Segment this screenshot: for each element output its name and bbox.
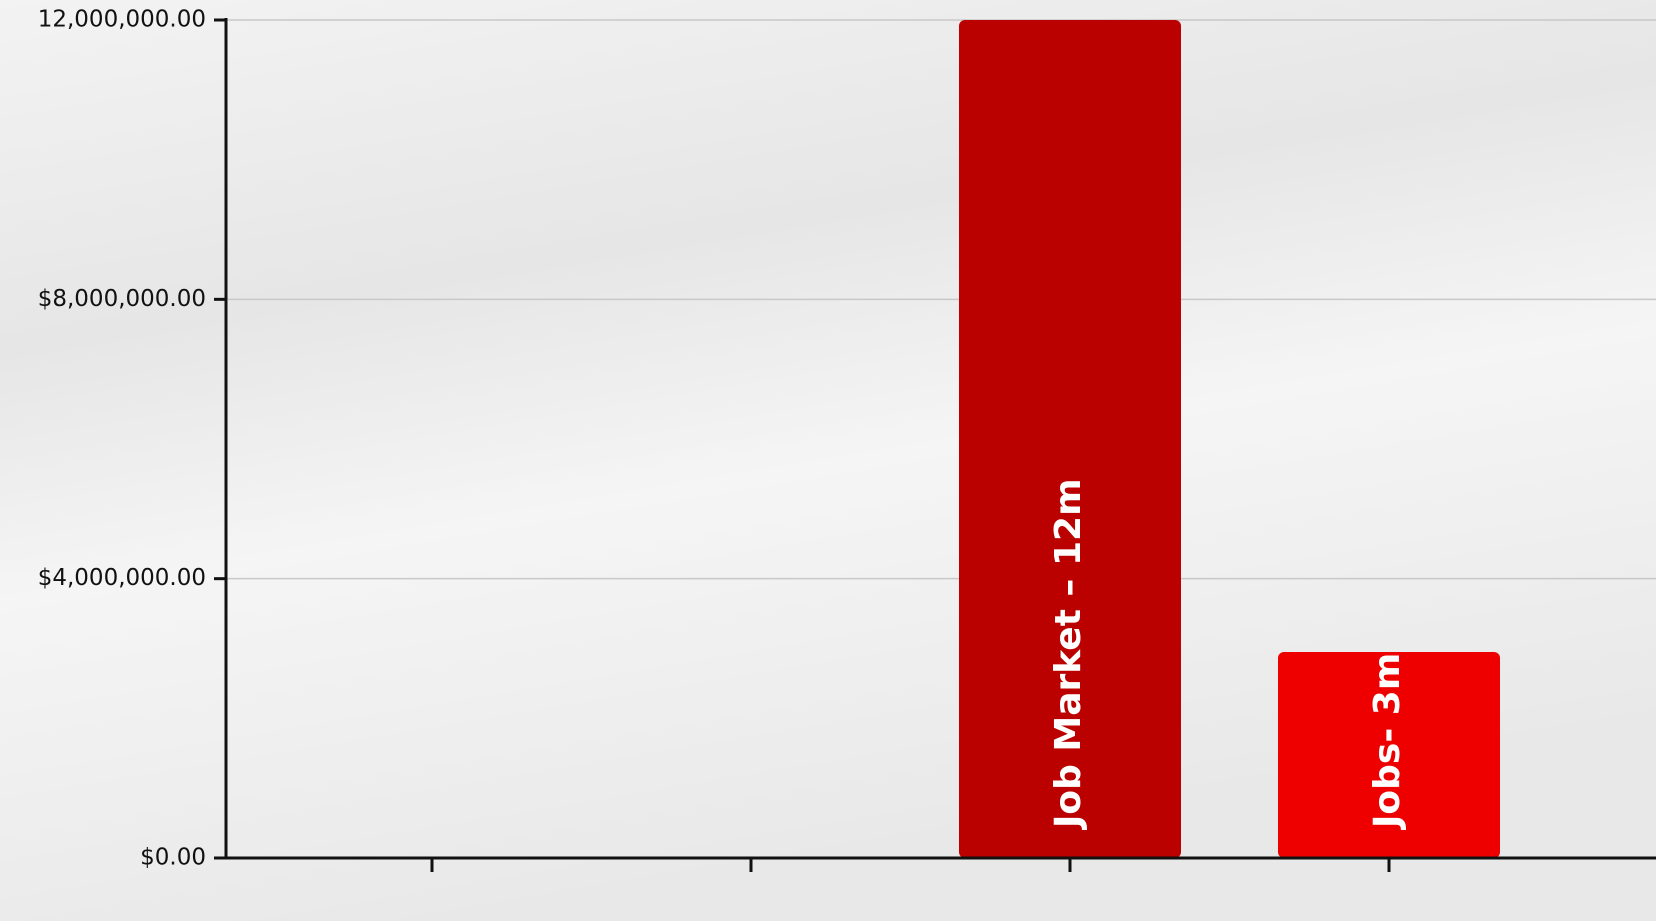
value-label: Job Market – 12m	[1048, 478, 1089, 831]
chart: $0.00 $4,000,000.00 $8,000,000.00 12,000,00…	[0, 0, 1656, 921]
y-tick-label: 12,000,000.00	[38, 7, 206, 33]
value-label: Jobs- 3m	[1367, 653, 1408, 831]
y-tick-label: $0.00	[140, 845, 206, 871]
y-tick-label: $4,000,000.00	[38, 565, 206, 591]
y-tick-label: $8,000,000.00	[38, 286, 206, 312]
page: $0.00 $4,000,000.00 $8,000,000.00 12,000,00…	[0, 0, 1656, 921]
